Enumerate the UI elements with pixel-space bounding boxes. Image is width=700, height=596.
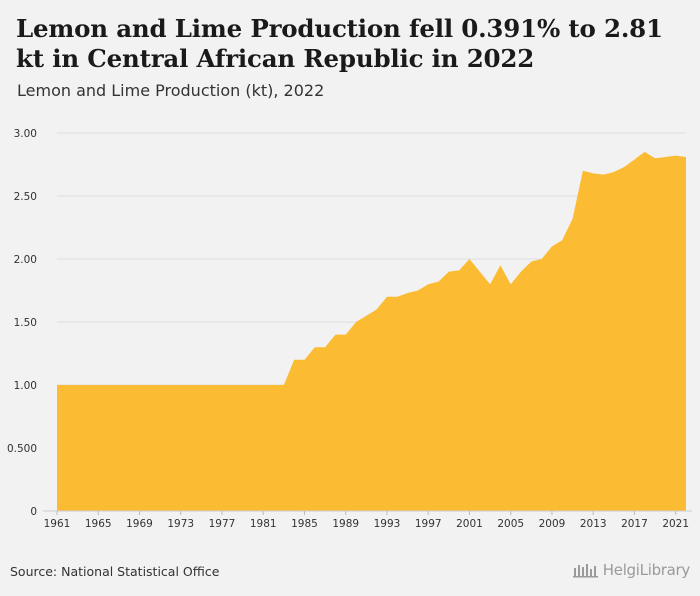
source-note: Source: National Statistical Office — [10, 564, 220, 579]
y-tick-label: 1.00 — [14, 380, 37, 392]
helgilibrary-logo: HelgiLibrary — [572, 561, 691, 579]
x-tick-label: 1961 — [44, 518, 71, 530]
y-tick-label: 2.50 — [14, 191, 37, 203]
x-tick-label: 1981 — [250, 518, 277, 530]
x-tick-label: 2001 — [456, 518, 483, 530]
x-tick-label: 1993 — [374, 518, 401, 530]
chart-footer: Source: National Statistical Office Helg… — [0, 533, 700, 596]
chart-subtitle: Lemon and Lime Production (kt), 2022 — [17, 81, 325, 100]
x-tick-label: 2009 — [539, 518, 566, 530]
x-tick-label: 1969 — [126, 518, 153, 530]
x-tick-label: 1977 — [209, 518, 236, 530]
x-tick-label: 2013 — [580, 518, 607, 530]
x-tick-label: 1965 — [85, 518, 112, 530]
y-tick-label: 1.50 — [14, 317, 37, 329]
x-tick-label: 1985 — [291, 518, 318, 530]
y-tick-label: 2.00 — [14, 254, 37, 266]
x-tick-label: 2005 — [497, 518, 524, 530]
series-area — [57, 151, 686, 511]
logo-text: HelgiLibrary — [602, 561, 691, 579]
library-icon — [572, 564, 598, 578]
y-tick-label: 3.00 — [14, 128, 37, 140]
chart-area: 0 0.500 1.00 1.50 2.00 2.50 3.00 1961 1965 1969 19… — [0, 113, 700, 533]
x-tick-label: 1997 — [415, 518, 442, 530]
x-tick-label: 1973 — [167, 518, 194, 530]
chart-title: Lemon and Lime Production fell 0.391% to… — [16, 14, 663, 73]
area-chart: 0 0.500 1.00 1.50 2.00 2.50 3.00 1961 1965 1969 19… — [7, 128, 692, 530]
x-tick-label: 1989 — [332, 518, 359, 530]
x-tick-label: 2017 — [621, 518, 648, 530]
y-tick-label: 0.500 — [7, 443, 37, 455]
x-tick-label: 2021 — [662, 518, 689, 530]
chart-header: Lemon and Lime Production fell 0.391% to… — [0, 0, 700, 113]
y-tick-label: 0 — [30, 506, 37, 518]
